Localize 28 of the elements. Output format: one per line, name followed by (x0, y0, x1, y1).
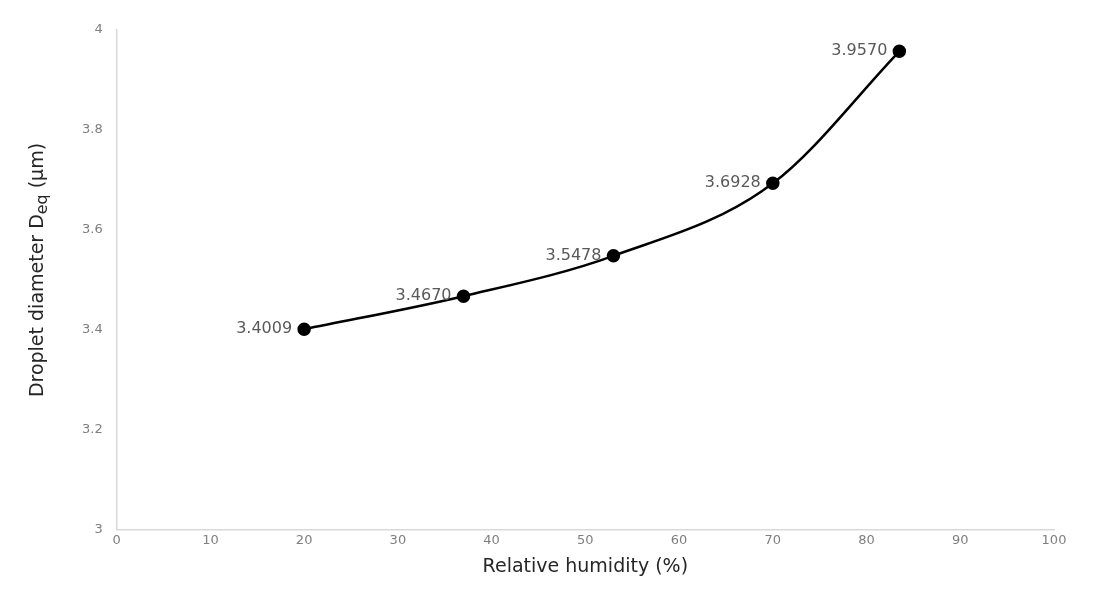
x-tick-label: 60 (670, 531, 688, 547)
y-tick-label: 4 (94, 21, 103, 37)
x-tick-label: 80 (858, 531, 875, 547)
data-label: 3.6928 (704, 172, 761, 192)
y-tick-label: 3.2 (81, 421, 103, 437)
y-tick-label: 3 (94, 520, 103, 536)
point (892, 44, 907, 59)
data-label: 3.4670 (395, 285, 452, 305)
data-label: 3.5478 (545, 244, 602, 264)
y-tick-label: 3.4 (81, 321, 103, 337)
y-tick-label: 3.6 (81, 221, 103, 237)
x-tick-label: 0 (112, 531, 121, 547)
point (606, 249, 621, 263)
x-tick-label: 40 (483, 531, 500, 547)
x-tick-label: 50 (577, 531, 594, 547)
y-tick-label: 3.8 (81, 121, 103, 137)
data-label: 3.9570 (831, 40, 888, 60)
x-tick-label: 70 (764, 531, 782, 547)
data-label: 3.4009 (236, 318, 293, 338)
x-tick-label: 90 (951, 531, 969, 547)
x-tick-label: 10 (202, 531, 219, 547)
x-tick-label: 20 (295, 531, 313, 547)
x-axis-title: Relative humidity (%) (482, 553, 689, 576)
x-tick-label: 100 (1041, 531, 1067, 547)
point (456, 289, 471, 303)
x-tick-label: 30 (389, 531, 407, 547)
point (766, 176, 780, 191)
point (297, 322, 311, 336)
